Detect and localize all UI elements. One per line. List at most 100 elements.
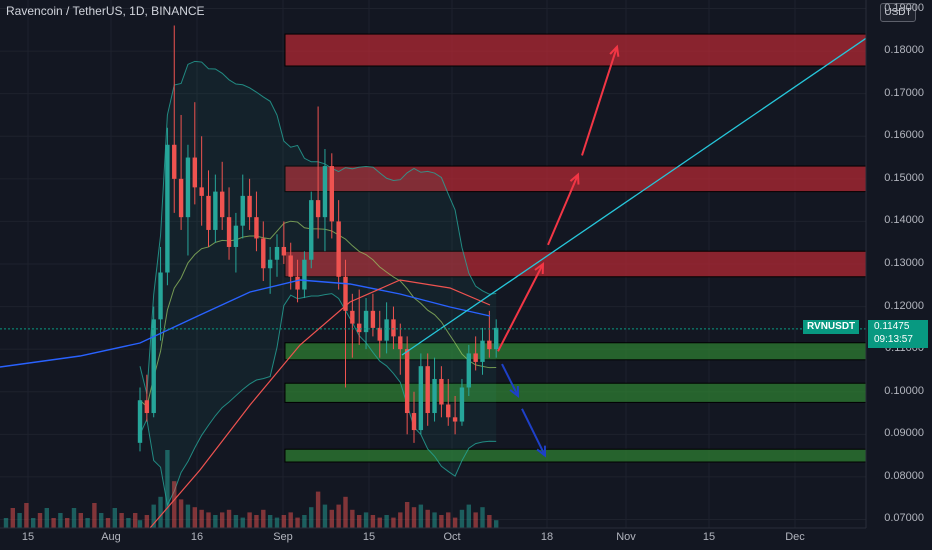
candle [309,191,314,269]
candle [377,310,382,358]
candle [144,374,150,422]
ma-long [0,279,491,368]
volume-bar [418,504,424,528]
candle-body [452,417,458,422]
volume-bar [144,515,150,528]
candle [363,298,369,350]
price-tick: 0.16000 [884,129,924,142]
candle-body [370,310,376,328]
time-tick: 16 [190,531,204,543]
candle [494,319,499,358]
candle [233,212,239,273]
candle [151,306,156,418]
candle [185,144,191,256]
candle [281,221,287,264]
down-arrow [521,408,547,458]
volume-bar [119,513,124,528]
candle-body [137,400,143,443]
candle-body [398,336,403,350]
candle [473,336,478,371]
volume-bar [10,508,15,528]
candle [487,310,492,358]
currency-button[interactable]: USDT [880,3,916,22]
candle [418,353,424,435]
candle-body [274,246,280,260]
candle-body [240,195,245,226]
candle [261,221,266,282]
support-zone [284,448,867,463]
price-tick: 0.09000 [884,427,924,440]
candles [137,25,499,452]
candle-body [213,191,218,230]
candle-body [432,378,437,414]
candle-body [329,166,334,222]
candle [240,174,245,239]
candle [322,149,328,252]
volume-bar [58,513,63,528]
volume-bar [99,513,104,528]
volume-bar [3,518,9,528]
volume-bar [370,515,376,528]
candle [302,251,307,299]
time-tick: Oct [443,531,461,543]
time-tick: 15 [21,531,35,543]
candle-body [411,413,417,431]
volume-bar [178,499,184,528]
up-arrow [547,172,580,246]
volume-bar [105,518,111,528]
support-zone [284,382,867,403]
volume-bar [343,496,348,528]
volume-bar [226,509,232,528]
price-tick: 0.18000 [884,44,924,57]
volume-bar [494,520,499,528]
volume-bar [126,518,131,528]
volume-bar [240,517,245,528]
candle-body [480,340,485,362]
candle [459,378,465,426]
volume-bar [432,512,437,528]
candle-body [322,166,328,218]
candle-body [172,144,177,179]
candle [411,391,417,443]
candle [178,114,184,230]
price-tick: 0.17000 [884,86,924,99]
candle [404,336,410,435]
volume-bar [350,509,355,528]
candle-body [295,276,300,290]
candle-body [233,225,239,247]
volume-bar [281,515,287,528]
time-tick: Aug [101,531,121,543]
volume-bar [112,508,117,528]
candle [439,366,444,418]
last-price-label: 0.11475 09:13:57 [868,320,928,348]
candle-body [404,349,410,414]
volume-bar [487,515,492,528]
candle [446,378,451,426]
candle [247,178,252,230]
volume-bar [206,512,211,528]
volume-bar [309,507,314,528]
zones [284,33,867,463]
candle-body [473,353,478,362]
volume-bar [439,515,444,528]
candle-body [466,353,471,388]
candle-body [487,340,492,350]
volume-bar [213,515,218,528]
candle-body [357,323,362,333]
price-tick: 0.14000 [884,214,924,227]
resistance-zone [284,250,867,278]
price-tick: 0.08000 [884,469,924,482]
candle-body [226,217,232,247]
symbol-label: RVNUSDT [803,320,860,334]
candle [343,259,348,388]
volume-bar [71,508,77,528]
volume-bar [185,504,191,528]
volume-bar [17,513,22,528]
candle-body [425,366,430,414]
volume-bar [85,518,90,528]
price-tick: 0.19000 [884,1,924,14]
candle-body [185,157,191,218]
volume-bar [404,502,410,528]
candle-body [288,255,293,277]
